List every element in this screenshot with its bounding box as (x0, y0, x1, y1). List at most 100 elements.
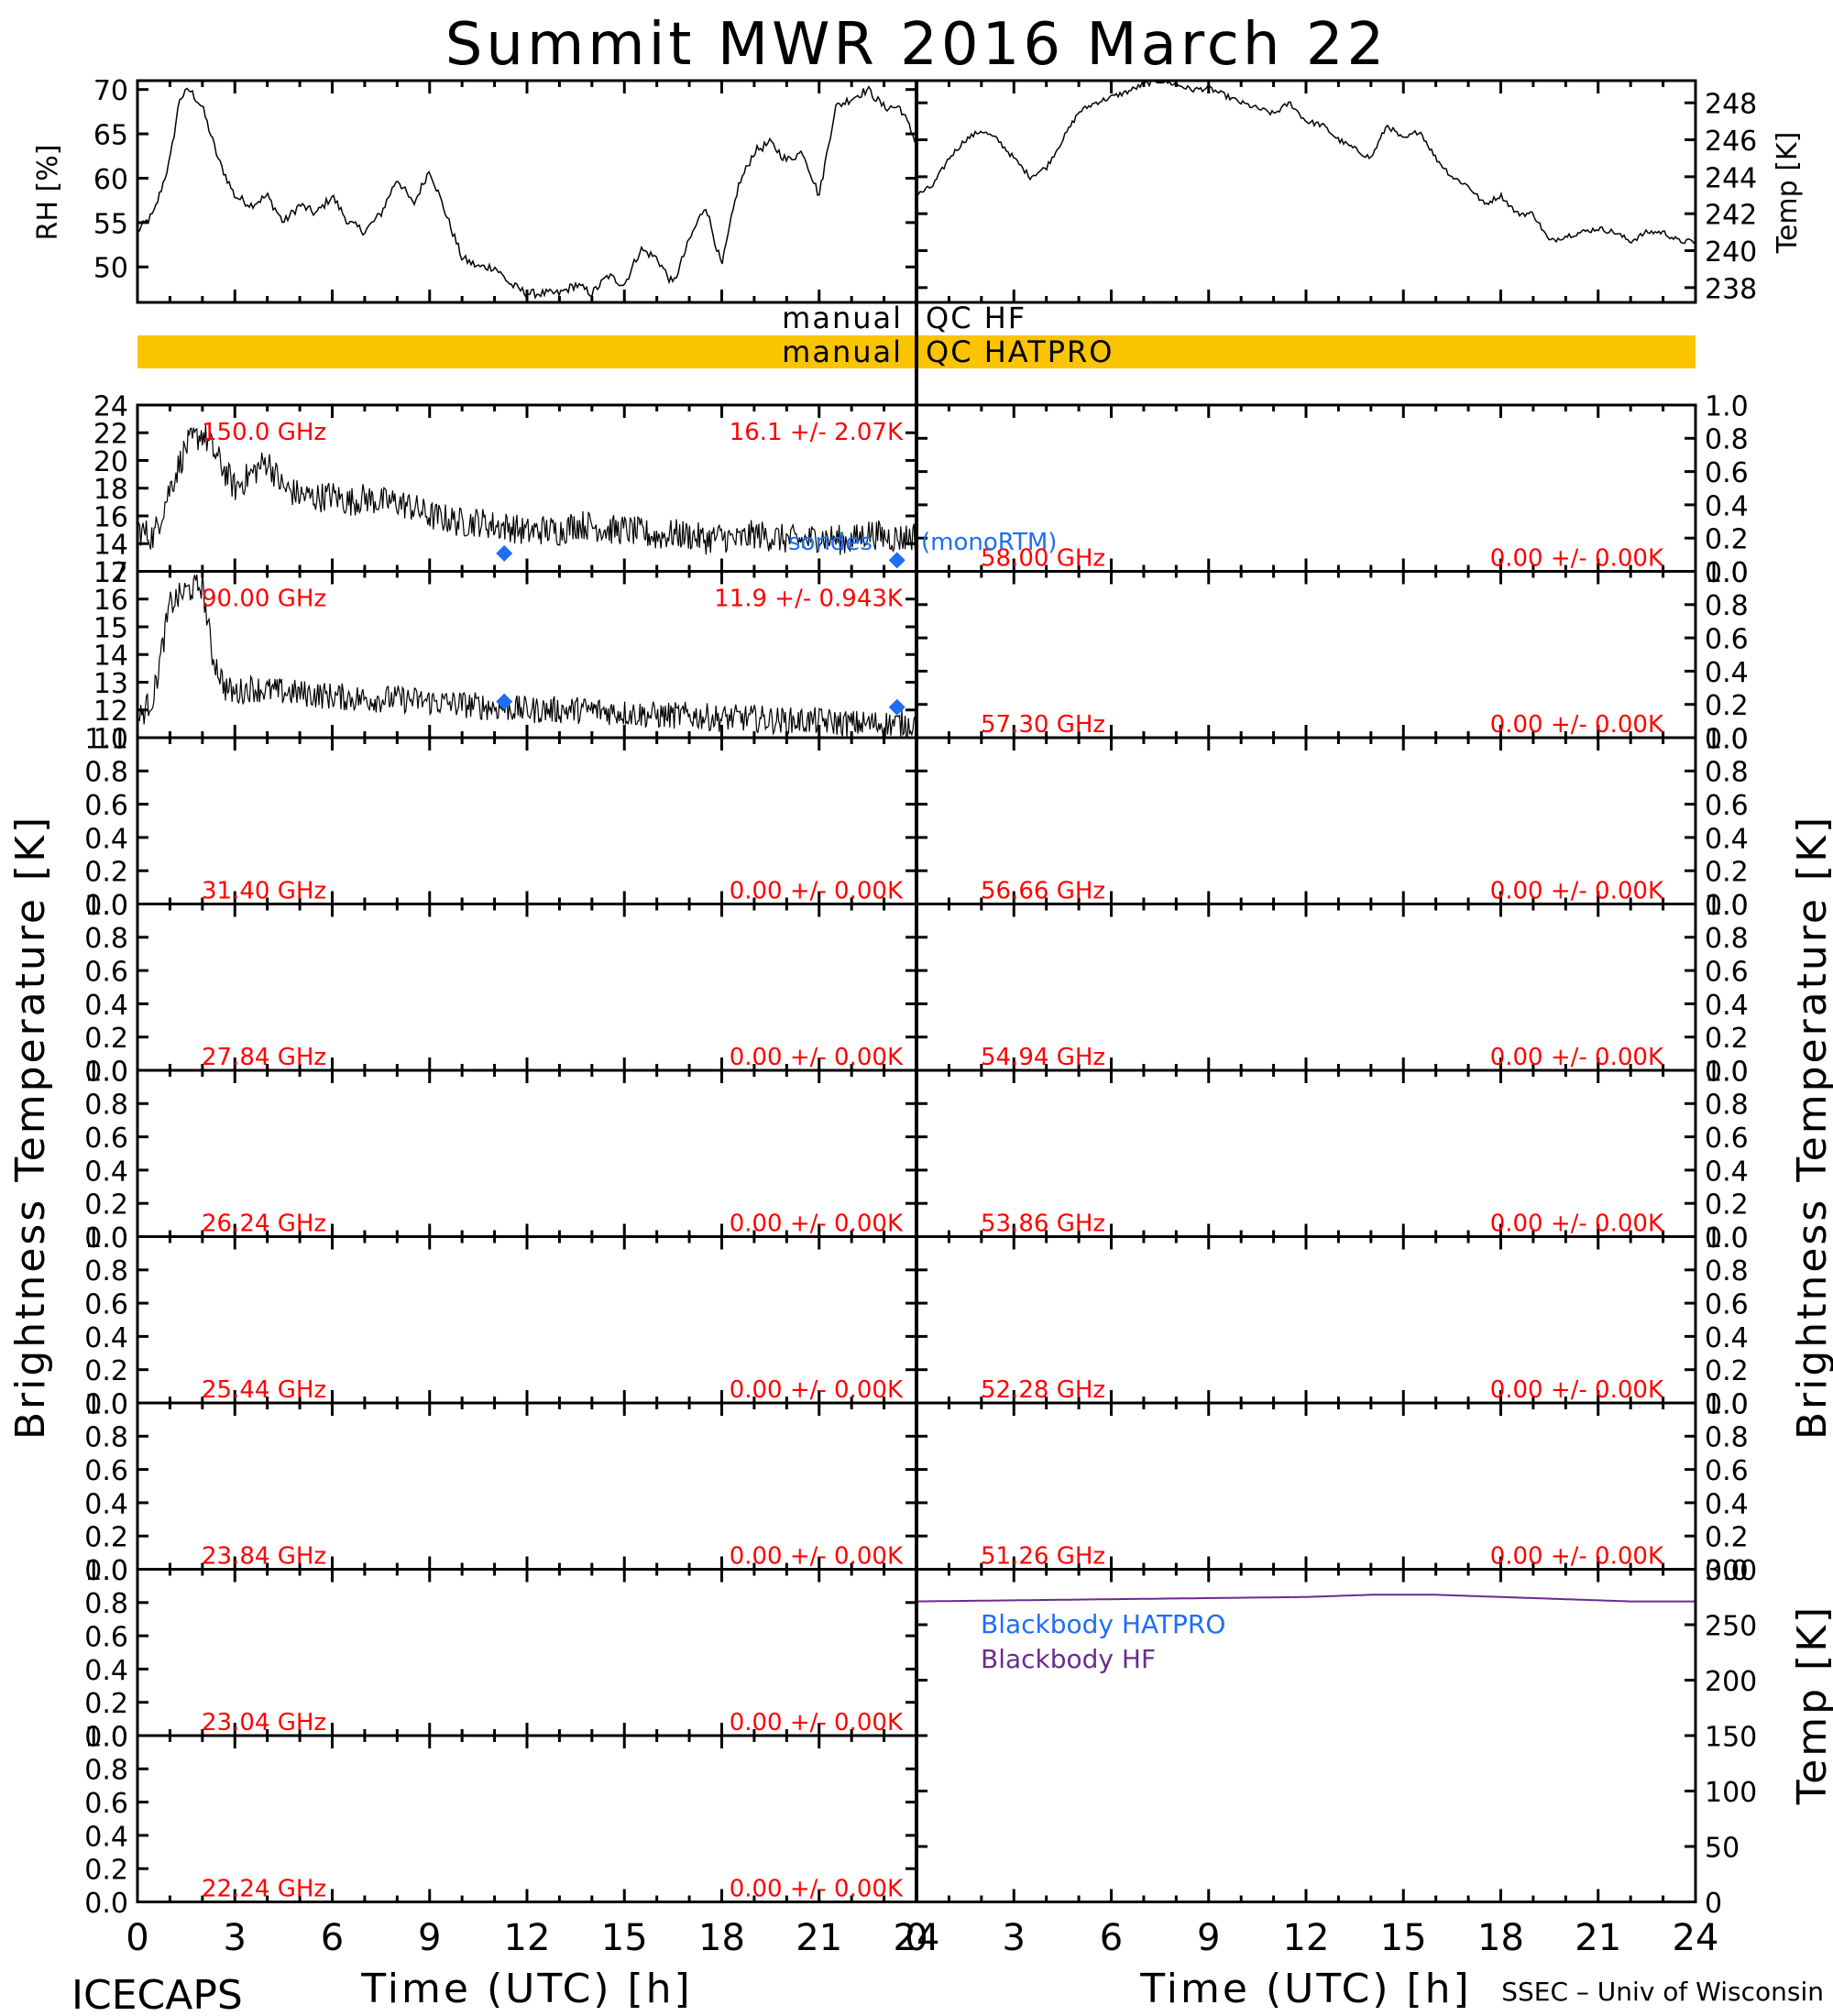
x-tick-label: 21 (796, 1917, 842, 1959)
y-tick-label: 0.2 (1705, 524, 1749, 556)
y-tick-label: 24 (93, 390, 128, 422)
y-tick-label: 0.2 (1705, 690, 1749, 722)
x-tick-label: 9 (418, 1917, 441, 1959)
y-tick-label: 0.4 (84, 1322, 128, 1354)
blackbody-hf-series (916, 1594, 1696, 1603)
temp-axis-label: Temp [K] (1772, 132, 1804, 255)
channel-freq-label: 57.30 GHz (981, 711, 1105, 739)
channel-stat-label: 0.00 +/- 0.00K (730, 878, 904, 905)
y-tick-label: 0.4 (1705, 1322, 1749, 1354)
y-tick-label: 0.2 (84, 1688, 128, 1720)
y-tick-label: 0.4 (1705, 1488, 1749, 1520)
y-tick-label: 1.0 (1705, 890, 1749, 922)
y-tick-label: 22 (93, 419, 128, 451)
x-tick-label: 9 (1197, 1917, 1220, 1959)
y-tick-label: 16 (93, 585, 128, 617)
rh-panel-frame (136, 79, 918, 304)
y-tick-label: 50 (1705, 1832, 1740, 1864)
y-tick-label: 246 (1705, 126, 1757, 158)
y-tick-label: 1.0 (1705, 1388, 1749, 1420)
y-tick-label: 0.6 (84, 1123, 128, 1155)
channel-stat-label: 0.00 +/- 0.00K (1490, 1376, 1664, 1404)
y-tick-label: 0.8 (84, 757, 128, 789)
y-tick-label: 0.2 (1705, 1023, 1749, 1055)
y-tick-label: 0.0 (1705, 1555, 1749, 1587)
y-tick-label: 0.0 (1705, 890, 1749, 922)
y-tick-label: 0.8 (1705, 923, 1749, 955)
y-tick-label: 242 (1705, 200, 1757, 232)
y-tick-label: 0.0 (1705, 1056, 1749, 1088)
x-axis-label-right: Time (UTC) [h] (1139, 1966, 1471, 2012)
y-tick-label: 60 (93, 164, 128, 196)
y-tick-label: 16 (93, 501, 128, 533)
y-tick-label: 20 (93, 446, 128, 478)
y-tick-label: 0.4 (84, 1156, 128, 1188)
rh-series (137, 85, 917, 300)
y-tick-label: 0.8 (1705, 590, 1749, 622)
y-tick-label: 0.6 (1705, 1455, 1749, 1487)
temp-series (916, 79, 1696, 245)
y-tick-label: 0.6 (1705, 957, 1749, 989)
y-tick-label: 0.6 (1705, 790, 1749, 822)
y-tick-label: 0.2 (84, 1355, 128, 1387)
y-tick-label: 150 (1705, 1721, 1757, 1753)
y-tick-label: 11 (93, 723, 128, 755)
y-tick-label: 14 (93, 530, 128, 562)
y-tick-label: 0.0 (84, 1056, 128, 1088)
y-tick-label: 0.4 (84, 1821, 128, 1853)
channel-freq-label: 53.86 GHz (981, 1211, 1105, 1238)
bt-axis-label-left: Brightness Temperature [K] (7, 815, 54, 1440)
y-tick-label: 0.4 (1705, 657, 1749, 689)
channel-stat-label: 0.00 +/- 0.00K (1490, 1044, 1664, 1071)
channel-freq-label: 52.28 GHz (981, 1376, 1105, 1404)
channel-stat-label: 0.00 +/- 0.00K (1490, 545, 1664, 573)
channel-freq-label: 90.00 GHz (202, 586, 326, 613)
rh-axis-label: RH [%] (32, 145, 64, 241)
channel-stat-label: 11.9 +/- 0.943K (714, 586, 904, 613)
channel-freq-label: 27.84 GHz (202, 1044, 326, 1071)
x-tick-label: 24 (1673, 1917, 1719, 1959)
y-tick-label: 0.4 (84, 823, 128, 855)
channel-stat-label: 0.00 +/- 0.00K (730, 1376, 904, 1404)
channel-stat-label: 0.00 +/- 0.00K (730, 1876, 904, 1903)
channel-freq-label: 22.24 GHz (202, 1876, 326, 1903)
y-tick-label: 1.0 (84, 890, 128, 922)
y-tick-label: 1.0 (84, 1222, 128, 1255)
channel-freq-label: 25.44 GHz (202, 1376, 326, 1404)
y-tick-label: 0.2 (84, 1023, 128, 1055)
x-axis-label-left: Time (UTC) [h] (360, 1966, 692, 2012)
y-tick-label: 200 (1705, 1666, 1757, 1698)
x-tick-label: 0 (905, 1917, 927, 1959)
y-tick-label: 0.4 (1705, 490, 1749, 522)
x-tick-label: 24 (894, 1917, 940, 1959)
sonde-marker (496, 693, 513, 710)
y-tick-label: 0.4 (1705, 823, 1749, 855)
channel-stat-label: 0.00 +/- 0.00K (730, 1044, 904, 1071)
channel-freq-label: 26.24 GHz (202, 1211, 326, 1238)
y-tick-label: 240 (1705, 236, 1757, 268)
y-tick-label: 0.0 (84, 1721, 128, 1753)
y-tick-label: 1.0 (84, 1721, 128, 1753)
y-tick-label: 0.6 (84, 1622, 128, 1654)
channel-stat-label: 16.1 +/- 2.07K (730, 419, 904, 446)
y-tick-label: 0.0 (1705, 557, 1749, 589)
y-tick-label: 1.0 (84, 1056, 128, 1088)
bt-series-1 (137, 573, 917, 740)
y-tick-label: 0.2 (84, 857, 128, 889)
y-tick-label: 1.0 (84, 723, 128, 755)
y-tick-label: 244 (1705, 162, 1757, 194)
y-tick-label: 0.8 (1705, 1090, 1749, 1122)
qc-hatpro-right-label: QC HATPRO (926, 334, 1114, 369)
y-tick-label: 1.0 (84, 1555, 128, 1587)
sonde-marker (496, 544, 513, 562)
y-tick-label: 14 (93, 641, 128, 673)
y-tick-label: 0.6 (1705, 1289, 1749, 1321)
y-tick-label: 0.6 (84, 1289, 128, 1321)
y-tick-label: 1.0 (1705, 1056, 1749, 1088)
y-tick-label: 0.2 (84, 1522, 128, 1554)
qc-hf-right-label: QC HF (926, 301, 1026, 335)
y-tick-label: 1.0 (1705, 557, 1749, 589)
channel-stat-label: 0.00 +/- 0.00K (730, 1211, 904, 1238)
channel-stat-label: 0.00 +/- 0.00K (1490, 878, 1664, 905)
y-tick-label: 55 (93, 208, 128, 240)
